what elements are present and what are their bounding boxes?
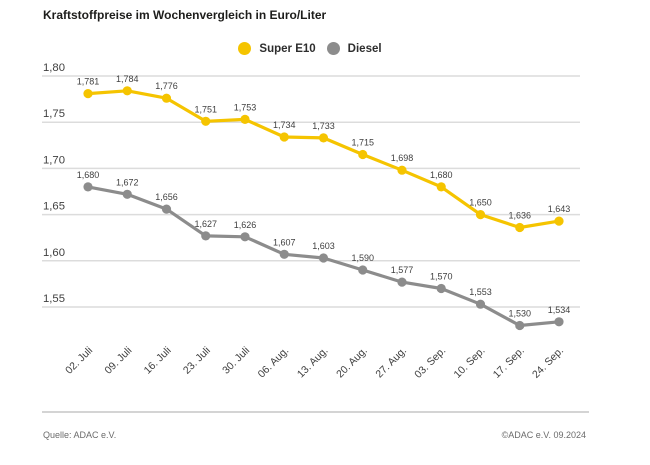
data-point-super-e10 — [279, 132, 289, 142]
data-point-label-super-e10: 1,650 — [469, 198, 492, 208]
y-axis-tick-label: 1,65 — [43, 201, 65, 213]
data-point-label-super-e10: 1,715 — [351, 138, 374, 148]
data-point-diesel — [515, 320, 525, 331]
x-axis-tick-label: 24. Sep. — [530, 345, 566, 381]
x-axis-tick-label: 30. Juli — [220, 345, 252, 377]
data-point-diesel — [436, 283, 446, 294]
data-point-diesel — [279, 249, 289, 259]
legend-label-diesel: Diesel — [347, 42, 382, 55]
data-point-label-super-e10: 1,751 — [194, 104, 217, 114]
x-axis-tick-label: 27. Aug. — [373, 345, 409, 381]
data-point-diesel — [397, 277, 407, 287]
data-point-super-e10 — [318, 133, 329, 143]
x-axis-tick-label: 09. Juli — [102, 345, 134, 377]
data-point-label-diesel: 1,607 — [273, 237, 296, 247]
footer-divider — [42, 411, 589, 413]
data-point-super-e10 — [201, 116, 211, 126]
footer: Quelle: ADAC e.V. ©ADAC e.V. 09.2024 — [43, 430, 586, 440]
y-axis-tick-label: 1,55 — [43, 293, 65, 305]
data-point-super-e10 — [554, 216, 564, 226]
data-point-diesel — [240, 232, 250, 242]
data-point-diesel — [554, 317, 564, 327]
x-axis-tick-label: 06. Aug. — [256, 345, 292, 381]
data-point-super-e10 — [122, 86, 132, 96]
data-point-label-diesel: 1,534 — [548, 305, 571, 315]
legend-item-diesel: Diesel — [326, 42, 382, 55]
legend-dot-diesel-icon — [326, 42, 340, 55]
data-point-label-super-e10: 1,784 — [116, 74, 139, 84]
data-point-label-diesel: 1,603 — [312, 241, 335, 251]
x-axis-tick-label: 20. Aug. — [334, 345, 370, 381]
data-point-label-diesel: 1,656 — [155, 192, 178, 202]
data-point-label-super-e10: 1,698 — [391, 153, 414, 163]
data-point-label-diesel: 1,577 — [391, 265, 414, 275]
x-axis-tick-label: 10. Sep. — [451, 345, 487, 381]
data-point-super-e10 — [515, 222, 525, 233]
data-point-diesel — [358, 265, 368, 275]
data-point-super-e10 — [436, 182, 446, 192]
data-point-diesel — [122, 189, 132, 199]
data-point-label-super-e10: 1,781 — [77, 77, 100, 87]
x-axis-tick-label: 02. Juli — [63, 345, 95, 377]
x-axis-tick-label: 03. Sep. — [412, 345, 448, 381]
x-axis-tick-label: 13. Aug. — [295, 345, 331, 381]
data-point-label-diesel: 1,530 — [508, 309, 531, 319]
data-point-label-diesel: 1,627 — [194, 219, 217, 229]
chart-legend: Super E10 Diesel — [0, 42, 650, 55]
data-point-label-diesel: 1,680 — [77, 170, 100, 180]
y-axis-tick-label: 1,70 — [43, 154, 65, 166]
y-axis-tick-label: 1,80 — [43, 62, 65, 74]
data-point-label-super-e10: 1,636 — [508, 211, 531, 221]
legend-dot-super-e10-icon — [238, 42, 252, 55]
data-point-label-super-e10: 1,643 — [548, 204, 571, 214]
copyright-label: ©ADAC e.V. 09.2024 — [501, 430, 586, 440]
data-point-diesel — [475, 299, 486, 309]
data-point-super-e10 — [83, 89, 93, 99]
data-point-super-e10 — [475, 210, 486, 220]
y-axis-tick-label: 1,60 — [43, 247, 65, 259]
data-point-label-super-e10: 1,734 — [273, 120, 296, 130]
data-point-super-e10 — [240, 114, 250, 124]
page-title: Kraftstoffpreise im Wochenvergleich in E… — [43, 8, 327, 22]
x-axis-tick-label: 17. Sep. — [491, 345, 527, 381]
data-point-label-super-e10: 1,680 — [430, 170, 453, 180]
legend-label-super-e10: Super E10 — [259, 42, 316, 55]
data-point-label-diesel: 1,590 — [351, 253, 374, 263]
data-point-diesel — [83, 182, 93, 192]
data-point-label-diesel: 1,553 — [469, 287, 492, 297]
x-axis-tick-label: 16. Juli — [142, 345, 174, 377]
data-point-super-e10 — [161, 93, 172, 103]
data-point-label-diesel: 1,672 — [116, 177, 139, 187]
x-axis-tick-label: 23. Juli — [181, 345, 213, 377]
data-point-label-super-e10: 1,776 — [155, 81, 178, 91]
legend-item-super-e10: Super E10 — [238, 42, 316, 55]
data-point-label-diesel: 1,570 — [430, 272, 453, 282]
data-point-diesel — [318, 253, 329, 263]
data-point-label-super-e10: 1,753 — [234, 102, 257, 112]
data-point-label-diesel: 1,626 — [234, 220, 257, 230]
data-point-diesel — [161, 204, 172, 214]
data-point-super-e10 — [397, 165, 407, 175]
data-point-diesel — [201, 231, 211, 241]
source-label: Quelle: ADAC e.V. — [43, 430, 117, 440]
data-point-label-super-e10: 1,733 — [312, 121, 335, 131]
y-axis-tick-label: 1,75 — [43, 108, 65, 120]
data-point-super-e10 — [358, 149, 368, 160]
